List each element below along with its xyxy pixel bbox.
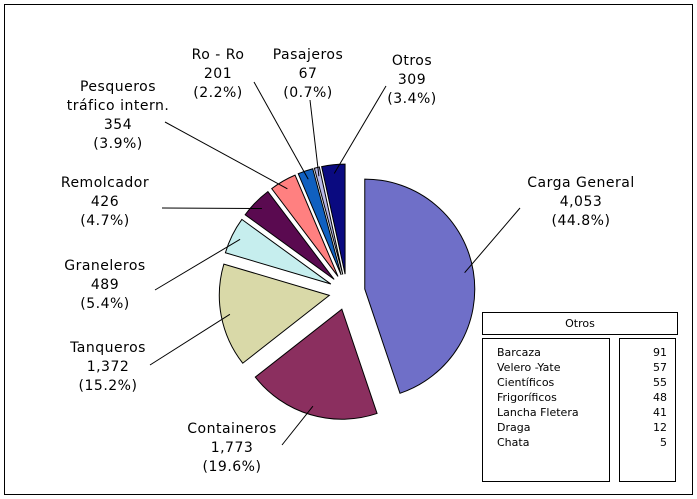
percent-label: (3.9%): [93, 136, 143, 152]
leader-line: [253, 81, 309, 180]
category-label: Remolcador: [60, 175, 150, 191]
leader-line: [333, 85, 387, 174]
pie-slice: [364, 178, 476, 394]
table-cell: Lancha Fletera: [497, 406, 579, 419]
slice-label: Remolcador 426 (4.7%): [45, 174, 165, 231]
leader-line: [309, 99, 320, 177]
frame: [4, 4, 693, 495]
category-label: Carga General: [527, 175, 635, 191]
slice-label: Ro - Ro 201 (2.2%): [178, 46, 258, 103]
percent-label: (19.6%): [202, 459, 262, 475]
category-label: Containeros: [187, 421, 277, 437]
percent-label: (2.2%): [193, 85, 243, 101]
pie-slice: [254, 308, 378, 420]
category-label: Otros: [391, 53, 433, 69]
table-cell: 5: [660, 436, 667, 449]
category-label: Ro - Ro: [191, 47, 245, 63]
leader-line: [464, 207, 521, 273]
table-cell: Draga: [497, 421, 531, 434]
value-label: 426: [90, 194, 120, 210]
pie-slice: [244, 190, 335, 280]
leader-line: [149, 313, 231, 366]
slice-label: Carga General 4,053 (44.8%): [511, 174, 651, 231]
value-label: 489: [90, 277, 120, 293]
value-label: 4,053: [559, 194, 603, 210]
value-label: 1,372: [86, 359, 130, 375]
category-label: Pasajeros: [272, 47, 344, 63]
pie-slice: [321, 163, 346, 275]
slice-label: Pesqueros tráfico intern. 354 (3.9%): [63, 78, 173, 154]
slice-label: Pasajeros 67 (0.7%): [268, 46, 348, 103]
pie-slice: [271, 174, 339, 277]
percent-label: (5.4%): [80, 296, 130, 312]
table-values: 91 57 55 48 41 12 5: [619, 338, 676, 482]
leader-line: [281, 405, 314, 446]
table-cell: 91: [653, 346, 667, 359]
value-label: 201: [203, 66, 233, 82]
percent-label: (0.7%): [283, 85, 333, 101]
pie-slice: [218, 263, 331, 364]
pie-slice: [313, 166, 344, 275]
table-cell: 12: [653, 421, 667, 434]
slice-label: Graneleros 489 (5.4%): [45, 257, 165, 314]
percent-label: (3.4%): [387, 91, 437, 107]
value-label: 1,773: [210, 440, 254, 456]
table-cell: Científicos: [497, 376, 555, 389]
category-label: Pesqueros tráfico intern.: [66, 79, 170, 114]
table-cell: 55: [653, 376, 667, 389]
pie-slice: [224, 218, 332, 285]
slice-label: Containeros 1,773 (19.6%): [172, 420, 292, 477]
leader-line: [164, 121, 288, 190]
percent-label: (15.2%): [78, 378, 138, 394]
value-label: 309: [397, 72, 427, 88]
category-label: Tanqueros: [70, 340, 146, 356]
table-cell: 48: [653, 391, 667, 404]
value-label: 67: [298, 66, 318, 82]
table-cell: Chata: [497, 436, 530, 449]
value-label: 354: [103, 117, 133, 133]
leader-line: [161, 207, 262, 210]
table-cell: 41: [653, 406, 667, 419]
slice-label: Otros 309 (3.4%): [372, 52, 452, 109]
table-names: Barcaza Velero -Yate Científicos Frigorífic…: [482, 338, 610, 482]
slice-label: Tanqueros 1,372 (15.2%): [48, 339, 168, 396]
table-cell: Barcaza: [497, 346, 541, 359]
table-title: Otros: [482, 312, 678, 335]
table-cell: Velero -Yate: [497, 361, 561, 374]
table-cell: 57: [653, 361, 667, 374]
percent-label: (44.8%): [551, 213, 611, 229]
category-label: Graneleros: [64, 258, 146, 274]
table-cell: Frigoríficos: [497, 391, 557, 404]
percent-label: (4.7%): [80, 213, 130, 229]
pie-slice: [297, 168, 342, 276]
leader-line: [154, 238, 241, 291]
